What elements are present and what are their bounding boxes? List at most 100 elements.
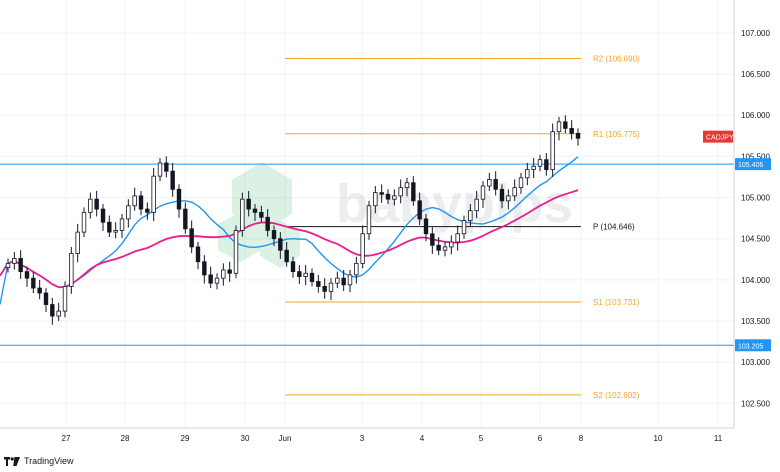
candle-body: [214, 277, 220, 284]
tradingview-logo-icon: [4, 456, 20, 466]
candle-body: [138, 195, 144, 210]
candle-body: [328, 282, 334, 292]
candle-body: [544, 159, 549, 170]
pivot-level-label: S1 (103.731): [593, 298, 640, 307]
candle-body: [474, 198, 479, 212]
tradingview-wordmark: TradingView: [24, 456, 74, 466]
candle-body: [531, 165, 536, 170]
candle-body: [341, 277, 346, 286]
candle-body: [50, 304, 55, 317]
y-tick-label: 105.000: [741, 194, 770, 203]
candle-body: [37, 287, 42, 294]
y-tick-label: 105.500: [741, 152, 770, 161]
candle-body: [569, 127, 574, 134]
candle-body: [480, 185, 486, 200]
candle-body: [56, 310, 61, 317]
candle-body: [392, 195, 397, 200]
candle-body: [100, 208, 106, 223]
candle-body: [379, 192, 384, 195]
candle-body: [373, 192, 378, 207]
candle-body: [157, 162, 163, 177]
candle-body: [430, 233, 435, 246]
x-tick-label: 4: [420, 434, 425, 443]
candle-body: [506, 195, 511, 202]
candle-body: [417, 200, 422, 220]
candle-body: [126, 205, 131, 220]
candle-body: [31, 277, 36, 289]
tradingview-branding: TradingView: [4, 452, 74, 470]
x-tick-label: 10: [654, 434, 663, 443]
candle-body: [525, 169, 530, 179]
x-tick-label: 8: [579, 434, 584, 443]
candle-body: [297, 271, 302, 277]
x-tick-label: 5: [479, 434, 484, 443]
candle-body: [360, 233, 365, 264]
candle-body: [404, 182, 410, 189]
candle-body: [145, 208, 150, 213]
candle-body: [189, 228, 194, 248]
candle-body: [449, 241, 454, 248]
symbol-tag-label: CADJPY: [706, 135, 734, 142]
x-tick-label: Jun: [279, 434, 292, 443]
candle-body: [335, 277, 340, 284]
x-tick-label: 3: [360, 434, 365, 443]
candle-body: [366, 205, 372, 235]
candlesticks: [5, 115, 581, 325]
candle-body: [411, 182, 416, 202]
pivot-levels: R2 (106.690) R1 (105.775) P (104.646) S1 (1…: [0, 54, 734, 400]
candle-body: [455, 233, 460, 243]
candle-body: [195, 246, 201, 263]
pivot-level-label: P (104.646): [593, 223, 635, 232]
x-tick-label: 30: [241, 434, 250, 443]
y-tick-label: 103.000: [741, 358, 770, 367]
moving-averages: [0, 156, 579, 305]
candle-body: [132, 195, 137, 207]
candle-body: [252, 208, 258, 213]
candle-body: [259, 211, 264, 218]
svg-text:babypips: babypips: [336, 174, 573, 234]
y-tick-label: 104.500: [741, 235, 770, 244]
candle-body: [183, 208, 188, 230]
candle-body: [284, 249, 289, 263]
y-tick-label: 102.500: [741, 399, 770, 408]
y-tick-label: 103.500: [741, 317, 770, 326]
candle-body: [119, 218, 125, 231]
candle-body: [512, 187, 517, 197]
x-tick-label: 27: [62, 434, 71, 443]
candle-body: [537, 159, 543, 167]
candle-body: [113, 230, 118, 233]
y-tick-label: 106.000: [741, 111, 770, 120]
time-axis[interactable]: 27 28 29 30 Jun 3 4 5 6 8 10 11: [62, 434, 723, 443]
candle-body: [290, 261, 296, 273]
x-tick-label: 29: [181, 434, 190, 443]
candle-body: [151, 175, 156, 213]
candle-body: [278, 238, 283, 251]
candle-body: [354, 262, 359, 276]
candle-body: [518, 177, 524, 189]
y-tick-label: 104.000: [741, 276, 770, 285]
candle-body: [18, 258, 23, 273]
horizontal-line-tag: [735, 339, 771, 352]
candle-body: [69, 253, 74, 287]
pivot-level-label: R1 (105.775): [593, 130, 640, 139]
candle-body: [556, 121, 562, 133]
price-axis[interactable]: 107.000 106.500 106.000 105.500 105.000 104.5…: [741, 29, 770, 408]
candle-body: [202, 261, 207, 276]
pivot-level-label: S2 (102.602): [593, 391, 640, 400]
candle-body: [265, 216, 270, 231]
candle-body: [316, 281, 321, 287]
candle-body: [24, 271, 30, 279]
horizontal-line-tag: [735, 158, 771, 171]
candle-body: [271, 230, 277, 240]
candle-body: [88, 198, 93, 213]
horizontal-line-value: 103.205: [738, 343, 763, 350]
price-tags: 105.406 103.205 CADJPY: [703, 130, 771, 352]
candle-body: [385, 193, 391, 200]
candle-body: [575, 132, 581, 139]
candle-body: [5, 262, 11, 268]
horizontal-line-value: 105.406: [738, 162, 763, 169]
candle-body: [309, 272, 315, 282]
x-tick-label: 11: [714, 434, 723, 443]
candle-body: [62, 286, 68, 312]
